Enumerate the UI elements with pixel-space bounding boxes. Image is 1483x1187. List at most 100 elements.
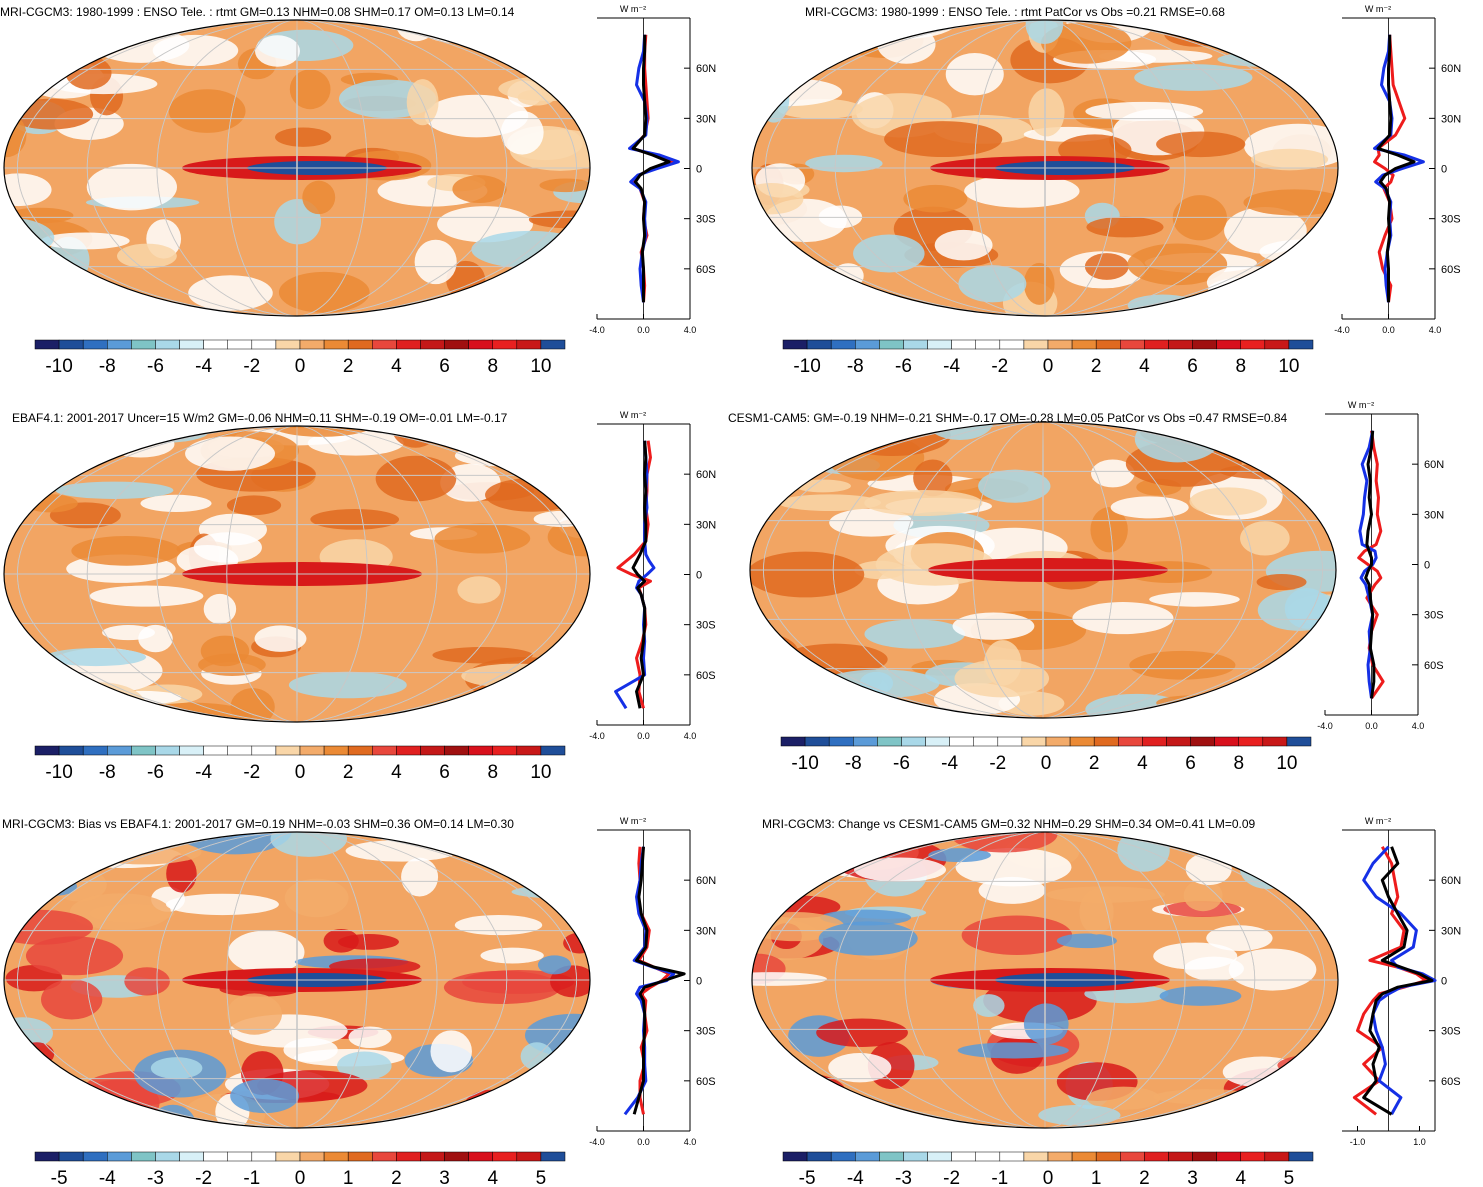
field-patch: [4, 1092, 66, 1113]
colorbar-swatch: [975, 1151, 1001, 1162]
colorbar-swatch: [925, 736, 950, 747]
colorbar-tick-label: 6: [439, 356, 450, 377]
global-map: [3, 831, 591, 1129]
colorbar-swatch: [131, 339, 156, 350]
field-patch: [1249, 1105, 1299, 1128]
field-patch: [307, 430, 404, 456]
zonal-x-tick-label: 4.0: [1412, 721, 1425, 731]
colorbar-swatch: [997, 736, 1023, 747]
field-patch: [107, 430, 175, 458]
zonal-mean-plot: W m⁻² 60N 30N 0 30S 60S -4.0 0.0 4.0: [589, 4, 716, 335]
colorbar-swatch: [203, 1151, 228, 1162]
field-patch: [537, 955, 572, 975]
colorbar-tick-label: -2: [243, 356, 260, 377]
colorbar-swatch: [203, 745, 228, 756]
colorbar-swatch: [179, 1151, 204, 1162]
colorbar-tick-label: 6: [1185, 753, 1196, 774]
field-patch: [480, 947, 544, 964]
colorbar-tick-label: -3: [895, 1168, 912, 1187]
colorbar-swatch: [1192, 1151, 1217, 1162]
colorbar-swatch: [1240, 339, 1266, 350]
colorbar-tick-label: -2: [195, 1168, 212, 1187]
colorbar-tick-label: -6: [893, 753, 910, 774]
panel-title: MRI-CGCM3: 1980-1999 : ENSO Tele. : rtmt…: [0, 5, 515, 19]
field-patch: [1251, 148, 1329, 171]
colorbar-swatch: [275, 745, 301, 756]
field-patch: [934, 229, 993, 261]
colorbar-swatch: [372, 745, 397, 756]
colorbar-swatch: [1264, 339, 1290, 350]
colorbar-swatch: [420, 339, 445, 350]
colorbar-tick-label: -6: [147, 762, 164, 783]
colorbar-swatch: [1214, 736, 1239, 747]
field-patch: [1239, 846, 1296, 890]
field-patch: [275, 127, 332, 147]
zonal-y-tick-label: 60S: [1441, 264, 1461, 276]
panel-title: MRI-CGCM3: Bias vs EBAF4.1: 2001-2017 GM…: [2, 817, 514, 831]
colorbar-swatch: [999, 1151, 1025, 1162]
colorbar-swatch: [227, 745, 253, 756]
field-patch: [884, 121, 1003, 158]
colorbar-tick-label: -2: [991, 356, 1008, 377]
field-patch: [288, 671, 407, 699]
field-patch: [778, 494, 882, 511]
field-patch: [750, 551, 865, 598]
zonal-y-tick-label: 60N: [696, 63, 716, 75]
colorbar-tick-label: -8: [99, 762, 116, 783]
field-patch: [515, 459, 590, 474]
field-patch: [1086, 1086, 1161, 1110]
field-patch: [185, 436, 276, 471]
zonal-y-tick-label: 0: [1424, 560, 1430, 572]
colorbar-swatch: [516, 1151, 542, 1162]
field-patch: [1072, 602, 1174, 635]
colorbar-swatch: [540, 745, 566, 756]
colorbar-tick-label: -2: [989, 753, 1006, 774]
zonal-series-black: [632, 846, 686, 1115]
field-patch: [310, 508, 400, 530]
zonal-x-tick-label: 1.0: [1413, 1137, 1426, 1147]
zonal-y-tick-label: 30N: [1441, 925, 1461, 937]
colorbar-tick-label: 6: [1187, 356, 1198, 377]
global-map: [751, 831, 1339, 1129]
map-border: [751, 831, 1339, 1129]
field-patch: [462, 970, 575, 994]
colorbar-swatch: [107, 1151, 132, 1162]
colorbar-swatch: [1045, 736, 1071, 747]
colorbar-swatch: [155, 745, 180, 756]
colorbar-swatch: [444, 745, 469, 756]
colorbar-swatch: [877, 736, 902, 747]
field-patch: [89, 585, 204, 607]
colorbar-swatch: [82, 339, 108, 350]
field-patch: [853, 857, 947, 883]
colorbar-tick-label: 2: [343, 356, 354, 377]
colorbar-swatch: [299, 339, 325, 350]
colorbar-swatch: [275, 1151, 301, 1162]
zonal-series-blue: [1362, 845, 1437, 1116]
field-patch: [978, 876, 1046, 904]
colorbar-swatch: [347, 339, 373, 350]
colorbar-swatch: [492, 745, 518, 756]
colorbar-swatch: [1166, 736, 1191, 747]
colorbar-swatch: [323, 1151, 349, 1162]
colorbar-swatch: [1216, 1151, 1241, 1162]
field-patch: [536, 832, 590, 858]
colorbar-swatch: [468, 1151, 493, 1162]
colorbar: -5 -4 -3 -2 -1 0 1 2 3 4 5: [34, 1151, 566, 1187]
colorbar-swatch: [1142, 736, 1167, 747]
field-patch: [864, 489, 983, 516]
colorbar-tick-label: 2: [391, 1168, 402, 1187]
zonal-y-tick-label: 30S: [696, 214, 716, 226]
field-patch: [1224, 207, 1307, 254]
field-patch: [485, 478, 580, 512]
field-patch: [957, 1042, 1069, 1059]
field-patch: [752, 972, 827, 986]
field-patch: [1110, 496, 1189, 519]
panel-title: MRI-CGCM3: Change vs CESM1-CAM5 GM=0.32 …: [762, 817, 1256, 831]
colorbar-swatch: [830, 1151, 856, 1162]
colorbar-tick-label: -4: [847, 1168, 864, 1187]
field-patch: [4, 279, 110, 306]
zonal-series-red: [1373, 34, 1407, 303]
field-patch: [140, 494, 212, 513]
field-patch: [805, 154, 883, 173]
field-patch: [952, 612, 1035, 640]
